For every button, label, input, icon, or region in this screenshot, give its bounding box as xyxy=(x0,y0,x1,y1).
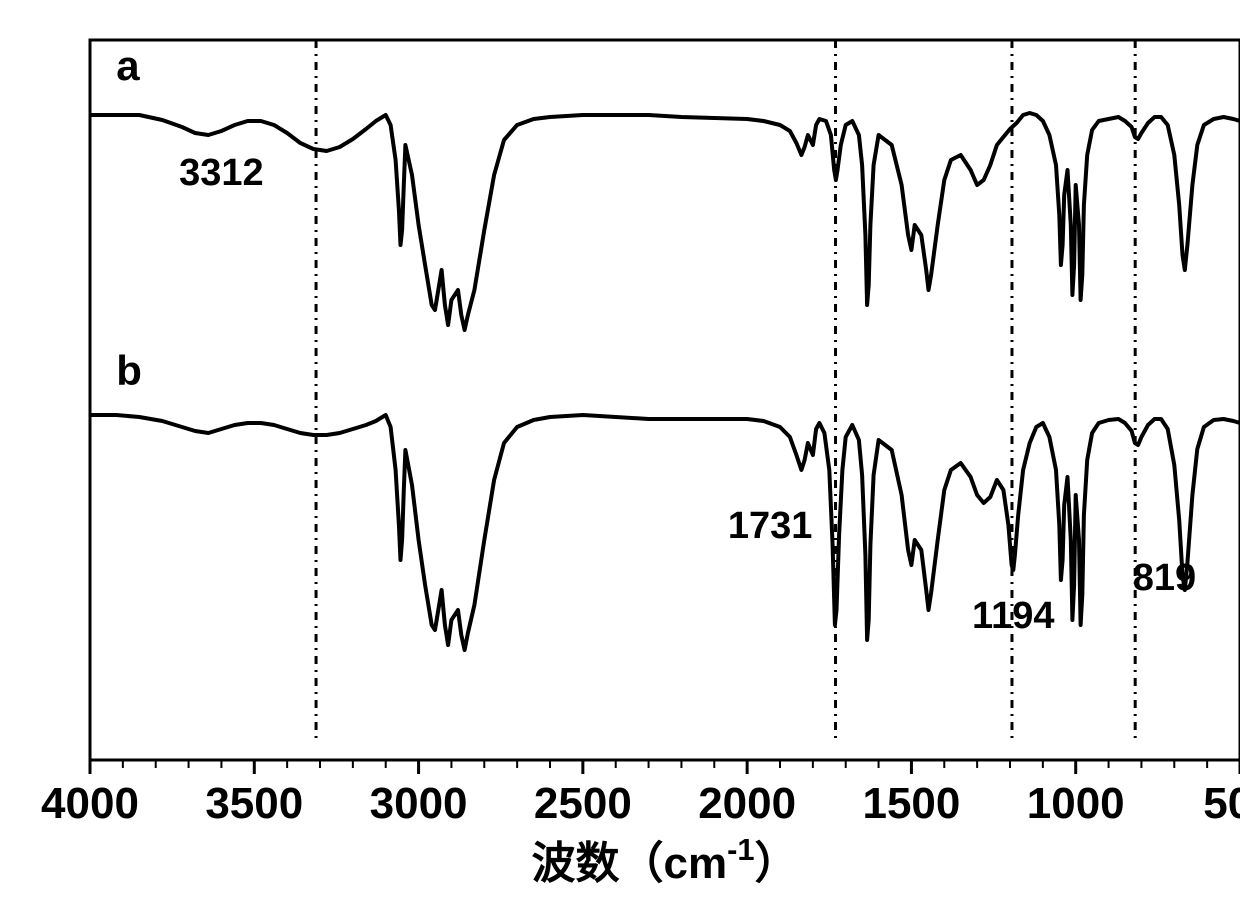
chart-svg: 4000 3500 3000 2500 2000 1500 1000 500 波数（cm-1） a… xyxy=(20,20,1240,899)
panel-label-b: b xyxy=(116,347,142,394)
peak-label-1194: 1194 xyxy=(972,595,1054,637)
x-tick-label: 3500 xyxy=(205,779,303,828)
x-tick-label: 500 xyxy=(1203,779,1240,828)
plot-border xyxy=(90,40,1240,760)
x-tick-label: 2500 xyxy=(534,779,632,828)
panel-label-a: a xyxy=(116,42,140,89)
x-tick-label: 3000 xyxy=(370,779,468,828)
peak-label-819: 819 xyxy=(1133,557,1196,599)
x-tick-label: 1500 xyxy=(862,779,960,828)
peak-label-3312: 3312 xyxy=(179,152,264,194)
spectrum-b xyxy=(90,415,1240,650)
x-tick-label: 2000 xyxy=(698,779,796,828)
x-axis-title: 波数（cm-1） xyxy=(532,832,799,888)
x-tick-label: 1000 xyxy=(1027,779,1125,828)
x-tick-label: 4000 xyxy=(41,779,139,828)
spectrum-a xyxy=(90,113,1240,330)
ir-spectrum-chart: 4000350030002500200015001000500波数（cm-1）a… xyxy=(20,20,1220,899)
peak-label-1731: 1731 xyxy=(728,505,813,547)
